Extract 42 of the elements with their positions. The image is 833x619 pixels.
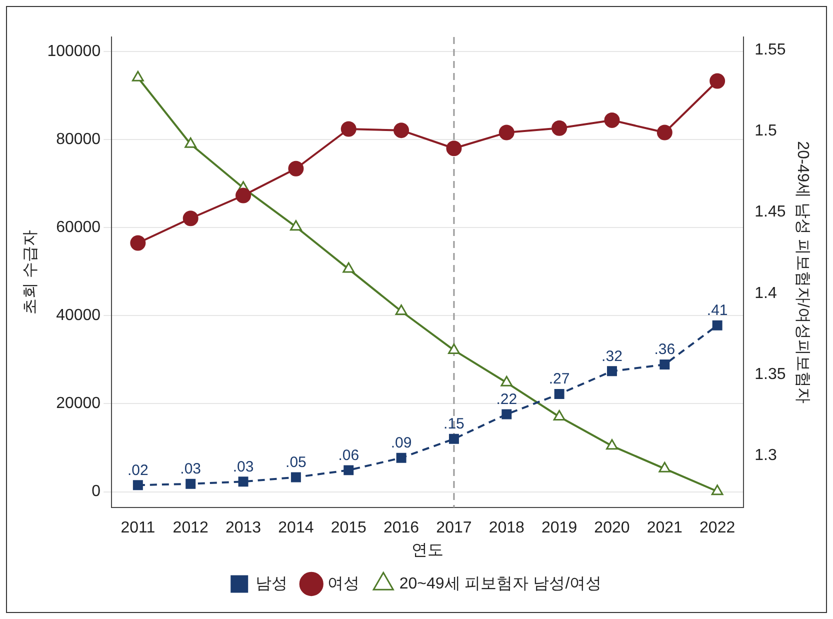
x-tick-label: 2013: [225, 520, 262, 537]
annotation: .09: [390, 434, 412, 452]
annotation: .32: [602, 348, 622, 365]
legend-label: 여성: [327, 575, 360, 592]
annotation: .03: [232, 458, 254, 476]
x-tick-label: 2014: [278, 520, 314, 537]
annotation: .41: [706, 302, 728, 319]
y-tick-label: 80000: [56, 130, 101, 148]
y2-tick-label: 1.35: [754, 366, 786, 383]
x-tick-label: 2017: [436, 520, 472, 537]
y2-tick-label: 1.4: [754, 284, 778, 302]
x-tick-label: 2022: [700, 520, 736, 537]
x-axis-title: 연도: [412, 542, 444, 559]
y2-axis-title: 20-49세 남성 피보험자/여성피보험자: [794, 141, 811, 404]
y-tick-label: 100000: [47, 42, 101, 60]
legend-label: 20~49세 피보험자 남성/여성: [399, 575, 602, 592]
y-tick-label: 0: [92, 483, 101, 500]
y2-tick-label: 1.3: [754, 447, 778, 464]
legend-label: 남성: [255, 575, 288, 592]
annotation: .05: [286, 454, 306, 471]
y-tick-label: 40000: [56, 307, 101, 324]
x-tick-label: 2020: [594, 520, 630, 537]
y-axis-title: 초회 수급자: [22, 230, 40, 315]
annotation: .22: [496, 390, 518, 408]
x-tick-label: 2016: [383, 520, 420, 537]
x-tick-label: 2015: [330, 520, 367, 537]
annotation: .36: [654, 341, 676, 358]
y2-tick-label: 1.45: [754, 204, 786, 221]
y2-tick-label: 1.55: [754, 41, 786, 58]
x-tick-label: 2011: [120, 520, 156, 537]
x-tick-label: 2012: [172, 520, 208, 537]
annotation: .02: [127, 462, 148, 479]
x-tick-label: 2018: [488, 520, 525, 537]
annotation: .27: [548, 370, 570, 388]
annotation: .06: [338, 446, 360, 464]
x-tick-label: 2019: [542, 520, 578, 537]
annotation: .03: [180, 460, 202, 478]
annotation: .15: [444, 416, 464, 433]
y2-tick-label: 1.5: [754, 122, 778, 140]
y-tick-label: 20000: [56, 395, 101, 412]
y-tick-label: 60000: [56, 219, 101, 236]
x-tick-label: 2021: [646, 520, 683, 537]
